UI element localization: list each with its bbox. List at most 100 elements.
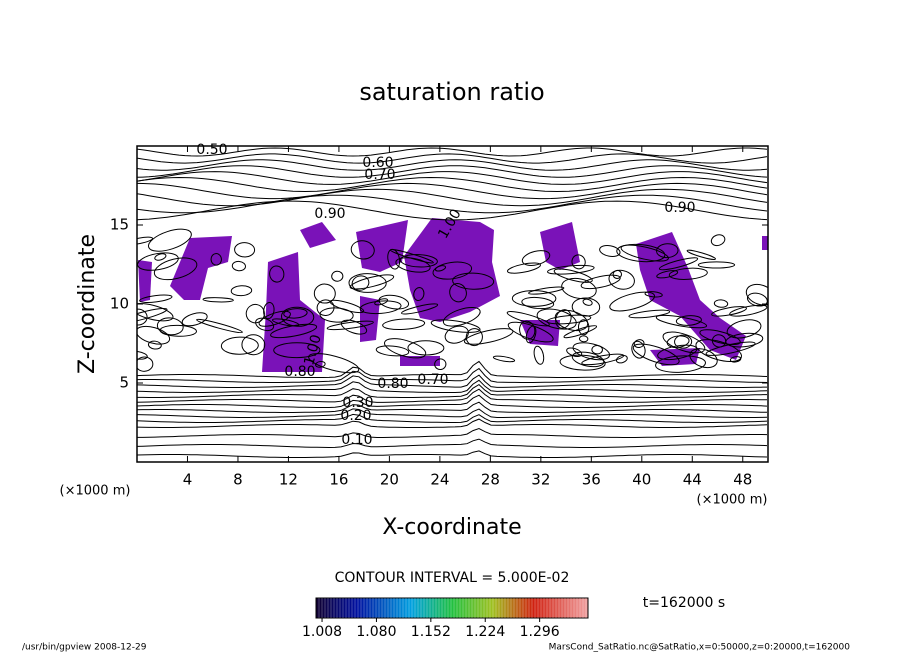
contour-line [137, 413, 768, 423]
contour-line [726, 319, 762, 339]
contour-line [137, 450, 768, 458]
contour-line [137, 176, 768, 193]
contour-line [633, 339, 645, 349]
contour-line [137, 367, 768, 383]
contour-label: 0.30 [342, 395, 373, 411]
contour-line [137, 159, 768, 171]
contour-line [442, 306, 481, 327]
contour-line [668, 267, 708, 280]
purple-regions [138, 218, 768, 372]
contour-line [196, 318, 243, 334]
contour-line [713, 299, 729, 308]
y-tick-label: 15 [110, 216, 129, 234]
contour-line [399, 254, 438, 268]
contour-line [137, 356, 154, 372]
x-tick-label: 8 [233, 471, 243, 489]
contour-line [313, 283, 336, 304]
contour-line [729, 304, 768, 317]
contour-line [137, 408, 768, 418]
contour-line [137, 374, 768, 388]
contour-line [675, 315, 702, 326]
contour-line [137, 165, 768, 178]
time-label: t=162000 s [643, 595, 725, 611]
contour-line [220, 336, 259, 355]
contour-line [390, 249, 434, 264]
contour-line [432, 261, 473, 280]
contour-line [137, 427, 768, 438]
contour-lines [137, 147, 768, 462]
y-tick-label: 10 [110, 295, 129, 313]
contour-line [609, 291, 656, 312]
contour-label: 1.00 [301, 333, 325, 367]
contour-line [159, 324, 198, 337]
contour-line [533, 345, 545, 365]
x-tick-label: 32 [531, 471, 550, 489]
colorbar-tick-label: 1.224 [465, 624, 505, 640]
contour-line [147, 340, 162, 350]
contour-line [463, 328, 514, 345]
contour-line [632, 343, 680, 366]
contour-line [137, 303, 174, 322]
contour-line [631, 340, 646, 359]
chart-title: saturation ratio [359, 78, 544, 106]
contour-line [349, 274, 395, 290]
contour-line [153, 257, 198, 281]
contour-line [137, 307, 168, 324]
contour-label: 0.80 [377, 376, 408, 392]
colorbar-tick-label: 1.296 [520, 624, 560, 640]
contour-line [655, 355, 706, 373]
contour-line [413, 287, 425, 302]
contour-line [272, 318, 300, 327]
contour-line [319, 307, 354, 323]
contour-line [137, 388, 768, 403]
contour-line [210, 253, 222, 266]
contour-line [137, 153, 768, 164]
x-tick-label: 24 [430, 471, 449, 489]
contour-line [465, 328, 483, 347]
contour-line [230, 285, 253, 297]
contour-line [559, 354, 606, 371]
contour-line [686, 249, 716, 260]
contour-label: 0.90 [664, 200, 695, 216]
contour-line [725, 332, 764, 348]
contour-line [547, 264, 595, 275]
contour-line [705, 341, 756, 356]
contour-line [181, 312, 208, 327]
contour-label: 0.70 [364, 167, 395, 183]
x-unit: (×1000 m) [697, 493, 768, 508]
contour-line [383, 338, 427, 359]
contour-line [506, 262, 541, 274]
contour-line [137, 188, 768, 207]
contour-line [245, 303, 265, 324]
contour-line [273, 342, 321, 359]
contour-line [137, 418, 768, 428]
contour-line [281, 306, 315, 327]
contour-line [449, 283, 467, 303]
x-tick-label: 28 [481, 471, 500, 489]
contour-line [137, 171, 768, 185]
contour-line [255, 317, 275, 332]
contour-line [711, 306, 747, 317]
contour-line [137, 182, 768, 200]
contour-line [536, 308, 577, 330]
colorbar-tick-label: 1.080 [356, 624, 396, 640]
contour-line [348, 273, 387, 293]
contour-line [563, 325, 598, 339]
contour-line [521, 296, 555, 310]
contour-line [401, 303, 439, 315]
contour-line [655, 314, 708, 329]
contour-line [137, 308, 148, 326]
contour-line [139, 294, 173, 303]
contour-line [374, 298, 389, 306]
x-tick-label: 16 [329, 471, 348, 489]
colorbar [315, 597, 589, 619]
contour-line [147, 228, 192, 252]
contour-line [689, 348, 718, 369]
contour-line [695, 339, 742, 363]
contour-line [137, 394, 768, 408]
contour-label: 0.60 [362, 155, 393, 171]
colorbar-tick-label: 1.152 [411, 624, 451, 640]
contour-label: 0.70 [417, 372, 448, 388]
contour-line [710, 234, 726, 247]
contour-line [382, 318, 426, 331]
